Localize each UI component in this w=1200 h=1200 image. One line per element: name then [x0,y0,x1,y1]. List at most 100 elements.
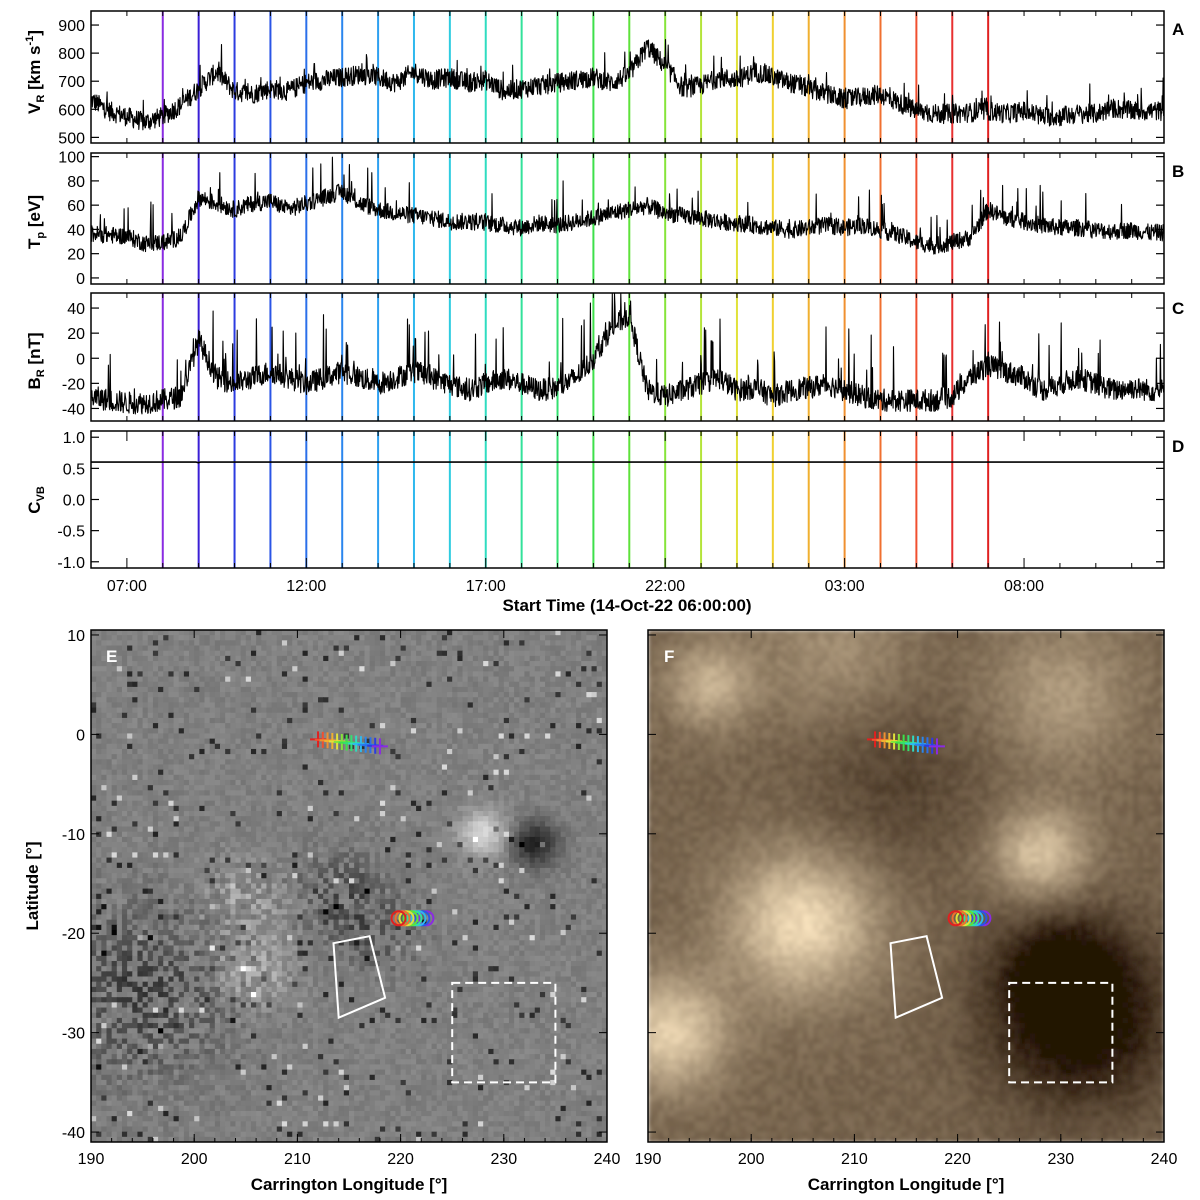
map-pixel [152,697,159,703]
map-pixel [220,800,226,807]
map-pixel [519,811,526,817]
map-pixel [312,811,319,817]
map-pixel [276,681,283,688]
map-pixel [359,764,366,771]
map-pixel [338,630,345,636]
map-pixel [369,697,376,703]
map-pixel [183,630,190,636]
map-pixel [570,630,577,636]
map-pixel [266,759,273,766]
map-pixel [576,847,582,853]
map-pixel [586,774,593,781]
map-pixel [359,738,366,745]
map-pixel [349,826,355,833]
map-pixel [261,790,268,797]
map-pixel [421,847,427,853]
map-pixel [333,655,340,662]
map-pixel [214,645,221,652]
map-pixel [488,836,495,843]
map-pixel [91,790,97,797]
map-pixel [225,650,231,657]
map-pixel [230,764,237,771]
map-pixel [297,666,304,672]
map-pixel [545,754,551,760]
map-pixel [488,816,495,822]
map-pixel [106,661,113,667]
map-pixel [349,805,355,812]
map-pixel [328,692,335,698]
map-pixel [147,645,154,652]
map-pixel [328,676,335,683]
map-pixel [586,800,593,807]
map-pixel [328,754,335,760]
map-pixel [312,743,319,750]
map-pixel [503,754,510,760]
map-pixel [220,759,226,766]
map-pixel [292,805,298,812]
map-pixel [354,640,360,647]
map-pixel [116,743,123,750]
map-pixel [421,640,427,647]
map-pixel [266,640,273,647]
map-pixel [91,769,97,776]
map-pixel [302,857,309,864]
map-pixel [101,728,108,735]
map-pixel [395,712,402,719]
map-pixel [488,676,495,683]
map-pixel [395,816,402,822]
time-series-panels: 500600700800900020406080100-40-2002040-1… [57,10,1165,595]
map-pixel [498,676,505,683]
map-pixel [514,717,520,724]
map-pixel [287,785,293,791]
map-pixel [400,712,407,719]
map-pixel [545,635,551,641]
map-pixel [173,785,180,791]
map-pixel [220,681,226,688]
map-pixel [121,836,128,843]
map-pixel [354,779,360,786]
map-pixel [390,847,397,853]
map-pixel [91,774,97,781]
map-pixel [328,800,335,807]
map-pixel [534,764,541,771]
map-pixel [173,630,180,636]
map-pixel [168,697,175,703]
map-pixel [560,692,567,698]
map-pixel [539,733,546,740]
map-pixel [142,655,149,662]
map-pixel [261,795,268,802]
map-pixel [116,712,123,719]
map-pixel [333,790,340,797]
map-pixel [426,748,433,755]
map-pixel [586,686,593,693]
map-pixel [503,831,510,838]
map-pixel [127,831,133,838]
map-pixel [266,702,273,709]
map-pixel [576,795,582,802]
map-pixel [163,676,169,683]
map-pixel [452,805,458,812]
map-pixel [488,769,495,776]
map-pixel [220,790,226,797]
map-pixel [328,640,335,647]
map-pixel [209,650,216,657]
ytick-label: 500 [58,130,85,147]
map-pixel [483,826,489,833]
map-pixel [137,836,144,843]
map-pixel [519,795,526,802]
map-pixel [493,748,500,755]
map-pixel [173,743,180,750]
map-pixel [292,645,298,652]
map-pixel [601,655,607,662]
map-pixel [220,842,226,848]
map-pixel [483,795,489,802]
map-pixel [390,655,397,662]
map-pixel [220,795,226,802]
map-pixel [121,800,128,807]
map-pixel [343,764,350,771]
map-pixel [364,847,371,853]
map-pixel [292,759,298,766]
map-pixel [452,779,458,786]
map-pixel [302,707,309,714]
map-pixel [503,686,510,693]
